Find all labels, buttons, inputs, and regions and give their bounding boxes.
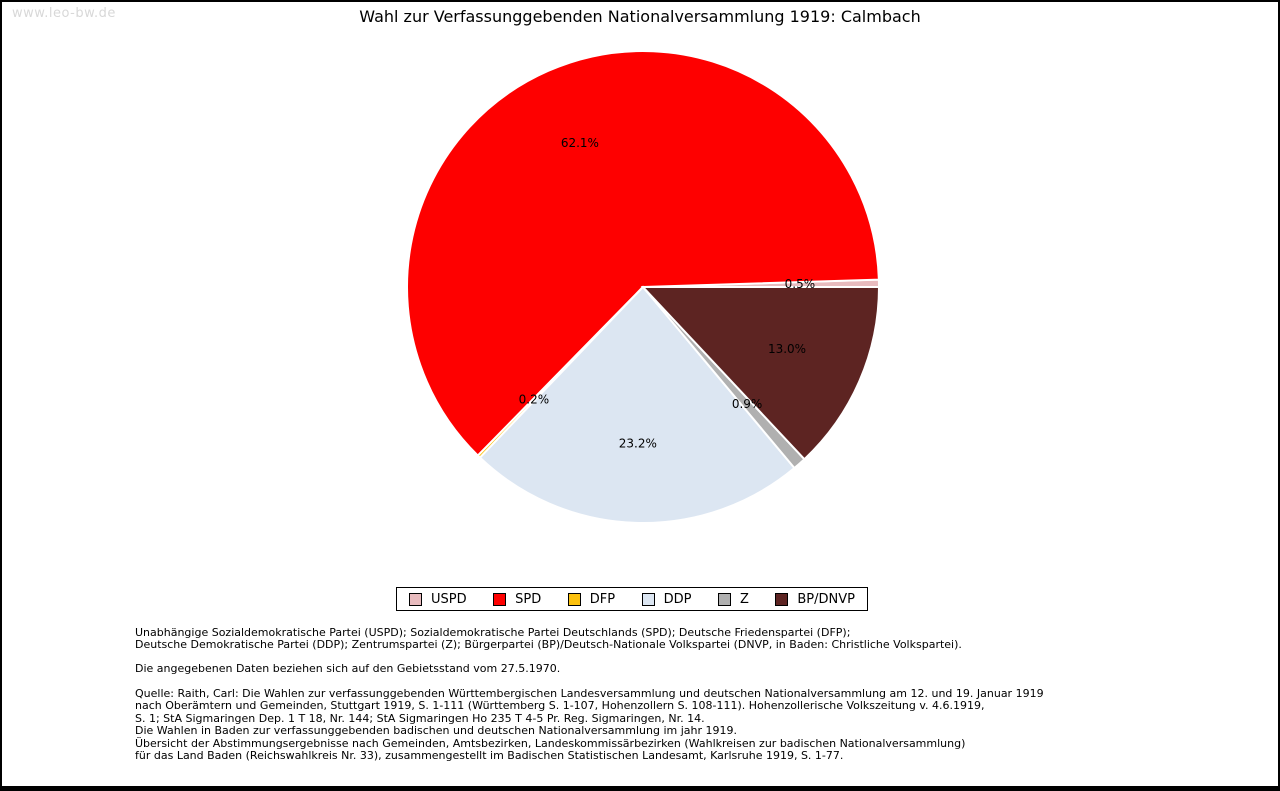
party-abbreviations-note: Unabhängige Sozialdemokratische Partei (… <box>135 626 962 652</box>
legend-item-bp-dnvp: BP/DNVP <box>775 592 855 607</box>
legend-item-dfp: DFP <box>567 591 616 607</box>
pie-value-label-bp-dnvp: 13.0% <box>768 342 806 356</box>
data-status-note: Die angegebenen Daten beziehen sich auf … <box>135 662 561 675</box>
note-line: Die Wahlen in Baden zur verfassunggebend… <box>135 724 738 738</box>
legend-swatch-dfp <box>567 592 581 606</box>
pie-value-label-z: 0.9% <box>732 397 763 411</box>
pie-value-label-dfp: 0.2% <box>519 392 550 406</box>
note-line: nach Oberämtern und Gemeinden, Stuttgart… <box>135 699 985 713</box>
pie-value-label-spd: 62.1% <box>561 136 599 150</box>
pie-slice-spd <box>406 50 880 457</box>
note-line: für das Land Baden (Reichswahlkreis Nr. … <box>135 749 844 763</box>
pie-slice-ddp <box>478 285 796 524</box>
pie-slice-bp-dnvp <box>640 286 881 461</box>
note-line: Quelle: Raith, Carl: Die Wahlen zur verf… <box>135 687 1044 700</box>
legend-swatch-spd <box>493 592 507 606</box>
note-line: Unabhängige Sozialdemokratische Partei (… <box>135 626 851 639</box>
legend-label-dfp: DFP <box>589 591 616 607</box>
source-note: Quelle: Raith, Carl: Die Wahlen zur verf… <box>135 687 1044 763</box>
legend-label-z: Z <box>739 591 749 607</box>
legend-swatch-ddp <box>641 592 655 606</box>
chart-title: Wahl zur Verfassunggebenden Nationalvers… <box>359 7 921 26</box>
legend-item-spd: SPD <box>493 592 541 607</box>
legend-swatch-z <box>717 592 731 606</box>
legend-item-z: Z <box>717 591 749 607</box>
legend-item-uspd: USPD <box>409 592 467 607</box>
pie-chart: 0.5% 62.1% 0.2% 23.2% 0.9% 13.0% <box>406 50 881 524</box>
legend-swatch-bp-dnvp <box>775 592 789 606</box>
note-line: S. 1; StA Sigmaringen Dep. 1 T 18, Nr. 1… <box>135 711 705 725</box>
watermark: www.leo-bw.de <box>12 6 116 21</box>
legend-label-bp-dnvp: BP/DNVP <box>797 591 855 607</box>
legend-swatch-uspd <box>409 592 422 606</box>
pie-value-label-ddp: 23.2% <box>619 436 657 450</box>
note-line: Die angegebenen Daten beziehen sich auf … <box>135 662 561 675</box>
pie-value-label-uspd: 0.5% <box>785 277 816 291</box>
note-line: Deutsche Demokratische Partei (DDP); Zen… <box>135 638 962 652</box>
legend-item-ddp: DDP <box>641 591 692 607</box>
legend-label-uspd: USPD <box>431 591 467 607</box>
legend-label-ddp: DDP <box>663 591 692 607</box>
legend: USPD SPD DFP DDP Z BP/DNVP <box>396 587 868 611</box>
legend-label-spd: SPD <box>515 591 542 607</box>
note-line: Übersicht der Abstimmungsergebnisse nach… <box>135 736 966 750</box>
